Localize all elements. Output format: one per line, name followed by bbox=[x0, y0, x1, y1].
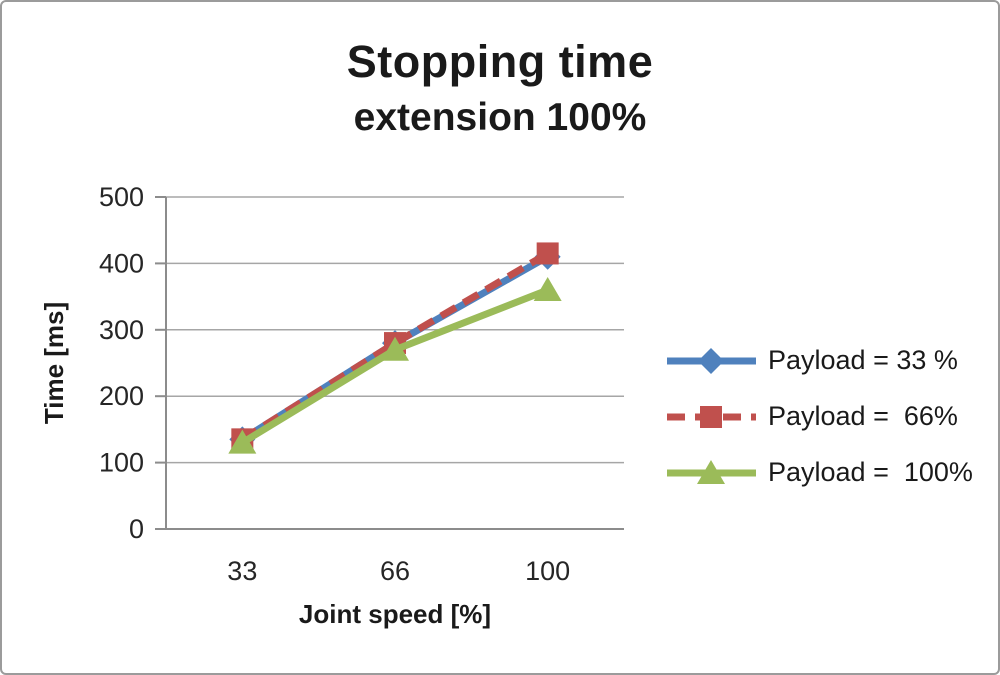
svg-text:Joint speed [%]: Joint speed [%] bbox=[299, 599, 491, 629]
legend-swatch-red-square bbox=[667, 405, 756, 428]
svg-text:100: 100 bbox=[99, 448, 144, 478]
svg-text:500: 500 bbox=[99, 182, 144, 212]
legend: Payload = 33 % Payload = 66% Payload = 1… bbox=[664, 344, 973, 489]
svg-text:200: 200 bbox=[99, 381, 144, 411]
svg-text:400: 400 bbox=[99, 248, 144, 278]
legend-item-payload-33: Payload = 33 % bbox=[664, 344, 973, 377]
svg-text:33: 33 bbox=[227, 556, 257, 586]
chart-title: Stopping time bbox=[346, 36, 654, 87]
legend-item-payload-66: Payload = 66% bbox=[664, 400, 973, 433]
legend-swatch-blue-diamond bbox=[667, 347, 756, 374]
svg-text:66: 66 bbox=[380, 556, 410, 586]
legend-label: Payload = 33 % bbox=[768, 345, 958, 375]
svg-text:100: 100 bbox=[525, 556, 570, 586]
svg-text:300: 300 bbox=[99, 315, 144, 345]
legend-label: Payload = 100% bbox=[768, 457, 973, 487]
legend-label: Payload = 66% bbox=[768, 401, 958, 431]
svg-text:0: 0 bbox=[129, 514, 144, 544]
svg-text:Time [ms]: Time [ms] bbox=[39, 302, 69, 424]
legend-item-payload-100: Payload = 100% bbox=[664, 456, 973, 489]
chart-subtitle: extension 100% bbox=[353, 96, 647, 139]
legend-swatch-green-triangle bbox=[667, 459, 756, 484]
